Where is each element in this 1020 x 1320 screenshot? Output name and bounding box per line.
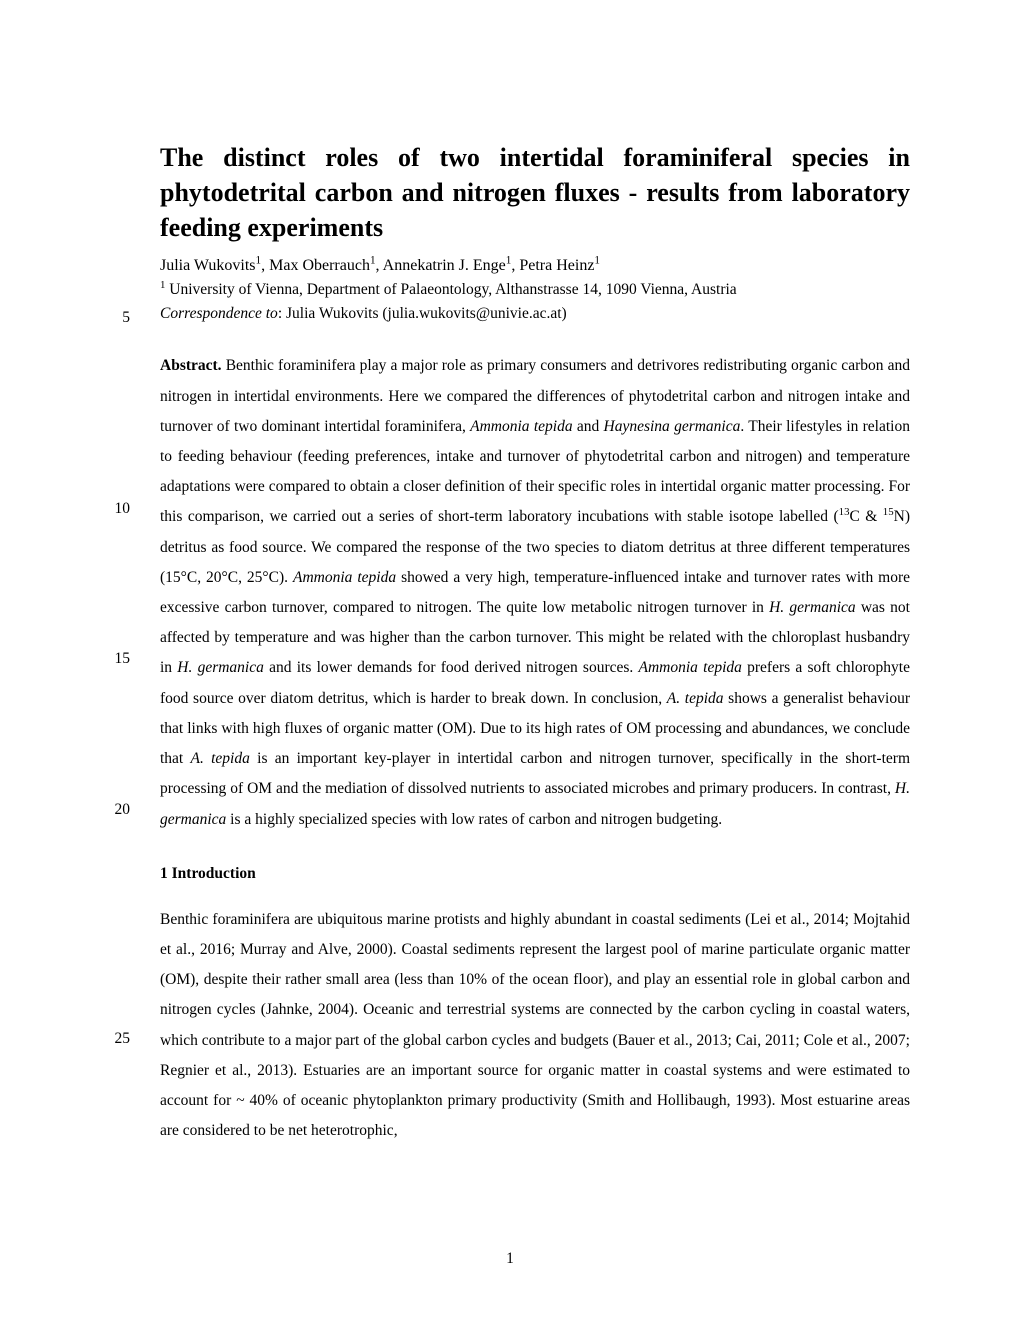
introduction-paragraph: Benthic foraminifera are ubiquitous mari… <box>160 905 910 1147</box>
line-number-5: 5 <box>110 310 130 326</box>
abstract-label: Abstract. <box>160 357 222 374</box>
correspondence-line: Correspondence to: Julia Wukovits (julia… <box>160 305 910 323</box>
correspondence-text: : Julia Wukovits (julia.wukovits@univie.… <box>278 305 567 322</box>
page: 5 10 15 20 25 The distinct roles of two … <box>0 0 1020 1320</box>
line-number-10: 10 <box>110 501 130 517</box>
page-number: 1 <box>0 1250 1020 1268</box>
section-heading-introduction: 1 Introduction <box>160 865 910 883</box>
correspondence-label: Correspondence to <box>160 305 278 322</box>
authors-line: Julia Wukovits1, Max Oberrauch1, Annekat… <box>160 257 910 275</box>
abstract-body: Benthic foraminifera play a major role a… <box>160 357 910 827</box>
abstract-paragraph: Abstract. Benthic foraminifera play a ma… <box>160 351 910 835</box>
line-number-25: 25 <box>110 1031 130 1047</box>
line-number-15: 15 <box>110 651 130 667</box>
affiliation-line: 1 University of Vienna, Department of Pa… <box>160 281 910 299</box>
paper-title: The distinct roles of two intertidal for… <box>160 140 910 245</box>
line-number-20: 20 <box>110 802 130 818</box>
